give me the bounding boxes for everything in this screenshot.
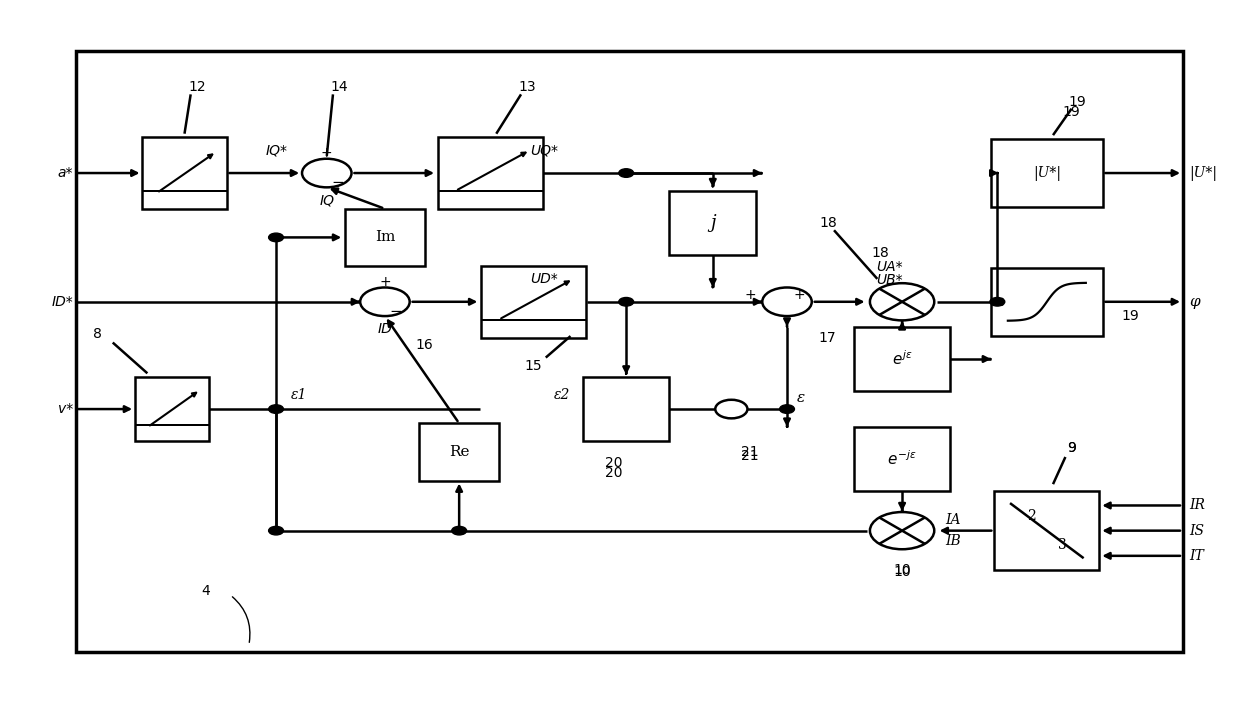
Bar — [438, 137, 543, 209]
Bar — [345, 209, 425, 266]
Text: 9: 9 — [1068, 442, 1076, 455]
Circle shape — [451, 526, 466, 535]
Bar — [994, 491, 1100, 570]
Text: $e^{j\varepsilon}$: $e^{j\varepsilon}$ — [892, 350, 913, 368]
Text: 3: 3 — [1058, 538, 1066, 552]
Circle shape — [715, 400, 748, 419]
Text: −: − — [389, 304, 403, 319]
Text: +: + — [794, 288, 805, 302]
Text: 2: 2 — [1027, 510, 1035, 523]
Text: 14: 14 — [330, 80, 348, 94]
Text: IQ: IQ — [319, 193, 335, 208]
Text: 18: 18 — [872, 246, 889, 260]
Text: Re: Re — [449, 445, 470, 459]
Text: 19: 19 — [1069, 95, 1086, 108]
Text: 21: 21 — [742, 449, 759, 462]
Text: 10: 10 — [893, 563, 911, 577]
Text: UQ*: UQ* — [531, 143, 558, 157]
Text: UA*: UA* — [877, 261, 903, 274]
Bar — [135, 377, 210, 442]
Text: 8: 8 — [93, 327, 103, 341]
Text: a*: a* — [57, 166, 73, 180]
Text: 16: 16 — [415, 337, 434, 352]
Text: |U*|: |U*| — [1189, 166, 1218, 180]
Bar — [419, 424, 500, 480]
Text: IQ*: IQ* — [265, 143, 288, 157]
Text: 15: 15 — [525, 359, 542, 373]
Text: IA: IA — [945, 513, 961, 527]
Circle shape — [990, 297, 1004, 306]
Text: ε1: ε1 — [291, 388, 308, 402]
Text: 20: 20 — [605, 467, 622, 480]
Text: IR: IR — [1189, 498, 1205, 513]
Bar — [143, 137, 227, 209]
Text: 17: 17 — [818, 330, 836, 345]
Text: φ: φ — [1189, 295, 1200, 309]
Text: 4: 4 — [201, 584, 210, 598]
Bar — [991, 139, 1102, 207]
Text: +: + — [744, 288, 756, 302]
Bar — [854, 327, 950, 391]
Bar — [76, 52, 1183, 652]
Text: 20: 20 — [605, 456, 622, 470]
Text: IS: IS — [1189, 523, 1204, 538]
Text: −: − — [332, 175, 345, 190]
Text: ε: ε — [797, 391, 805, 406]
Text: $e^{-j\varepsilon}$: $e^{-j\varepsilon}$ — [888, 449, 916, 468]
Text: UD*: UD* — [531, 272, 558, 286]
Text: 19: 19 — [1121, 309, 1138, 323]
Text: 13: 13 — [518, 80, 536, 94]
Text: Im: Im — [374, 230, 396, 244]
Text: j: j — [711, 214, 715, 232]
Text: 12: 12 — [188, 80, 206, 94]
Circle shape — [780, 405, 795, 414]
Text: ε2: ε2 — [554, 388, 570, 402]
Text: v*: v* — [58, 402, 73, 416]
Circle shape — [269, 405, 284, 414]
Circle shape — [269, 233, 284, 242]
Circle shape — [619, 169, 634, 177]
Text: |U*|: |U*| — [1033, 166, 1061, 180]
Text: IB: IB — [945, 534, 961, 549]
Text: 19: 19 — [1063, 106, 1080, 119]
Circle shape — [269, 526, 284, 535]
Text: 21: 21 — [742, 445, 759, 459]
Bar — [670, 191, 756, 256]
Bar — [854, 427, 950, 491]
Text: IT: IT — [1189, 549, 1204, 563]
Text: UB*: UB* — [877, 274, 903, 287]
Bar — [583, 377, 670, 442]
Text: 10: 10 — [893, 565, 911, 579]
Text: +: + — [321, 146, 332, 160]
Text: 9: 9 — [1068, 442, 1076, 455]
Text: ID: ID — [377, 322, 392, 336]
Bar — [991, 268, 1102, 336]
Bar — [481, 266, 587, 337]
Text: 18: 18 — [818, 216, 837, 230]
Circle shape — [619, 297, 634, 306]
Text: ID*: ID* — [51, 295, 73, 309]
Text: +: + — [379, 275, 391, 289]
